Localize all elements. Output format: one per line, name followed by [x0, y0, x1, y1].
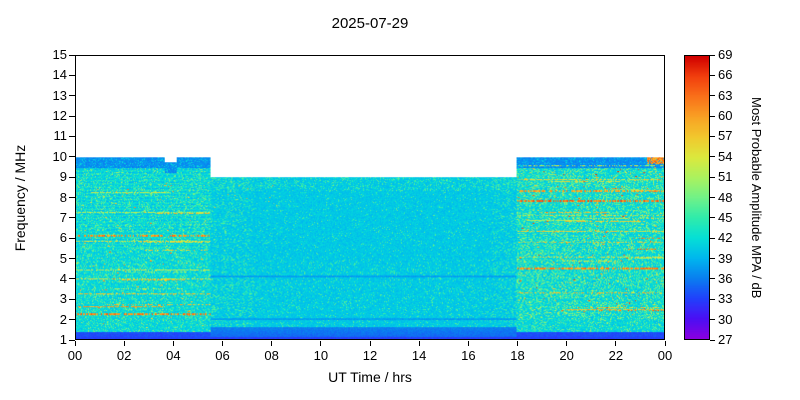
- colorbar-tick-mark: [710, 319, 715, 320]
- colorbar-tick-mark: [710, 177, 715, 178]
- colorbar-tick-mark: [710, 197, 715, 198]
- colorbar-label: Most Probable Amplitude MPA / dB: [749, 96, 764, 299]
- x-tick-label: 16: [461, 348, 476, 363]
- x-tick-mark: [320, 341, 321, 346]
- x-tick-mark: [419, 341, 420, 346]
- x-tick-label: 18: [510, 348, 525, 363]
- colorbar-tick-mark: [710, 299, 715, 300]
- colorbar-tick-label: 33: [718, 291, 733, 307]
- colorbar-tick-label: 48: [718, 189, 733, 205]
- y-tick-label: 15: [52, 47, 67, 62]
- y-tick-mark: [69, 299, 75, 300]
- y-tick-mark: [69, 258, 75, 259]
- x-tick-label: 08: [264, 348, 279, 363]
- x-tick-label: 06: [215, 348, 230, 363]
- x-tick-mark: [370, 341, 371, 346]
- y-tick-label: 1: [59, 332, 67, 347]
- y-tick-label: 6: [59, 230, 67, 246]
- chart-title: 2025-07-29: [331, 15, 409, 32]
- y-tick-mark: [69, 238, 75, 239]
- x-tick-mark: [468, 341, 469, 346]
- x-tick-label: 04: [166, 348, 181, 363]
- colorbar-gradient-canvas: [685, 56, 709, 339]
- y-tick-label: 4: [59, 270, 67, 286]
- colorbar-tick-label: 54: [718, 148, 733, 164]
- y-tick-mark: [69, 197, 75, 198]
- colorbar-tick-mark: [710, 238, 715, 239]
- x-axis-label: UT Time / hrs: [328, 369, 412, 385]
- y-tick-label: 11: [53, 128, 68, 144]
- y-tick-label: 13: [52, 87, 67, 103]
- colorbar-tick-label: 66: [718, 67, 733, 83]
- x-tick-mark: [271, 341, 272, 346]
- y-tick-mark: [69, 95, 75, 96]
- x-tick-label: 12: [362, 348, 378, 363]
- y-tick-label: 10: [52, 148, 67, 164]
- colorbar-tick-label: 27: [718, 332, 733, 347]
- y-tick-label: 9: [59, 169, 67, 185]
- colorbar-tick-label: 63: [718, 87, 733, 103]
- colorbar-tick-mark: [710, 258, 715, 259]
- colorbar-tick-label: 42: [718, 230, 733, 246]
- y-tick-label: 3: [59, 291, 67, 307]
- y-tick-label: 8: [59, 189, 67, 205]
- y-tick-mark: [69, 156, 75, 157]
- colorbar-tick-label: 45: [718, 209, 733, 225]
- y-tick-mark: [69, 319, 75, 320]
- colorbar-tick-mark: [710, 278, 715, 279]
- y-tick-mark: [69, 75, 75, 76]
- x-tick-mark: [75, 341, 76, 346]
- x-tick-mark: [615, 341, 616, 346]
- colorbar-tick-mark: [710, 75, 715, 76]
- x-tick-label: 22: [608, 348, 624, 363]
- y-tick-mark: [69, 116, 75, 117]
- colorbar-tick-label: 51: [718, 169, 733, 185]
- colorbar-tick-mark: [710, 156, 715, 157]
- colorbar-tick-mark: [710, 116, 715, 117]
- colorbar-tick-label: 60: [718, 108, 733, 124]
- colorbar-tick-label: 69: [718, 47, 733, 62]
- x-tick-label: 10: [313, 348, 329, 363]
- y-tick-label: 5: [59, 250, 67, 266]
- colorbar-tick-label: 39: [718, 250, 733, 266]
- x-tick-mark: [124, 341, 125, 346]
- heatmap-canvas: [76, 56, 664, 339]
- colorbar-tick-label: 30: [718, 311, 733, 327]
- x-tick-label: 00: [657, 348, 673, 363]
- colorbar: [684, 55, 710, 340]
- x-tick-mark: [665, 341, 666, 346]
- colorbar-tick-label: 36: [718, 270, 733, 286]
- x-tick-mark: [517, 341, 518, 346]
- plot-area: [75, 55, 665, 340]
- x-tick-label: 00: [67, 348, 83, 363]
- y-tick-mark: [69, 340, 75, 341]
- y-tick-label: 2: [59, 311, 67, 327]
- y-tick-mark: [69, 177, 75, 178]
- y-tick-label: 14: [52, 67, 67, 83]
- colorbar-tick-mark: [710, 55, 715, 56]
- x-tick-mark: [222, 341, 223, 346]
- colorbar-tick-mark: [710, 217, 715, 218]
- colorbar-tick-mark: [710, 136, 715, 137]
- x-tick-mark: [173, 341, 174, 346]
- y-tick-mark: [69, 217, 75, 218]
- y-tick-label: 7: [59, 209, 67, 225]
- x-tick-mark: [566, 341, 567, 346]
- y-tick-mark: [69, 55, 75, 56]
- x-tick-label: 20: [559, 348, 574, 363]
- colorbar-tick-mark: [710, 95, 715, 96]
- y-tick-mark: [69, 278, 75, 279]
- colorbar-tick-label: 57: [718, 128, 733, 144]
- x-tick-label: 14: [411, 348, 427, 363]
- colorbar-tick-mark: [710, 340, 715, 341]
- y-tick-label: 12: [52, 108, 67, 124]
- y-tick-mark: [69, 136, 75, 137]
- x-tick-label: 02: [116, 348, 132, 363]
